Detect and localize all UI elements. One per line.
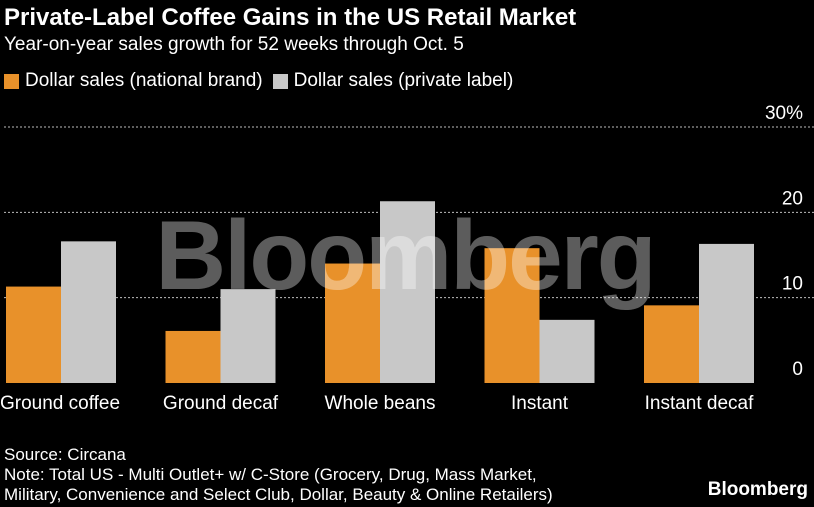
bar-national-brand: [644, 305, 699, 383]
watermark: Bloomberg: [155, 200, 654, 310]
source-note: Source: Circana Note: Total US - Multi O…: [4, 445, 553, 505]
y-tick-label: 20: [782, 188, 803, 209]
x-tick-label: Instant: [511, 393, 569, 414]
bar-national-brand: [165, 330, 221, 383]
legend-label-private: Dollar sales (private label): [293, 70, 514, 91]
legend-swatch-national: [4, 73, 19, 89]
source-line: Source: Circana: [4, 445, 126, 464]
bar-national-brand: [484, 248, 540, 383]
bar-private-label: [380, 201, 435, 383]
x-tick-label: Ground coffee: [0, 393, 120, 414]
y-tick-label: 0: [792, 359, 803, 380]
bloomberg-logo: Bloomberg: [707, 479, 808, 500]
note-line-2: Military, Convenience and Select Club, D…: [4, 485, 553, 504]
bar-national-brand: [325, 263, 380, 383]
chart-title: Private-Label Coffee Gains in the US Ret…: [4, 4, 577, 31]
legend-label-national: Dollar sales (national brand): [25, 70, 263, 91]
note-line-1: Note: Total US - Multi Outlet+ w/ C-Stor…: [4, 465, 537, 484]
legend-item-national: Dollar sales (national brand): [4, 70, 263, 92]
x-tick-label: Instant decaf: [645, 393, 755, 414]
bar-private-label: [699, 243, 754, 383]
legend-swatch-private: [272, 73, 288, 89]
legend: Dollar sales (national brand) Dollar sal…: [4, 70, 523, 92]
y-tick-label: 10: [782, 274, 803, 295]
y-tick-label: 30%: [765, 103, 803, 124]
bar-private-label: [539, 319, 595, 383]
bar-private-label: [220, 289, 276, 383]
chart-subtitle: Year-on-year sales growth for 52 weeks t…: [4, 34, 464, 55]
x-tick-label: Whole beans: [325, 393, 436, 414]
legend-item-private: Dollar sales (private label): [272, 70, 514, 92]
x-tick-label: Ground decaf: [163, 393, 279, 414]
bar-national-brand: [6, 286, 61, 383]
bar-private-label: [61, 241, 116, 383]
